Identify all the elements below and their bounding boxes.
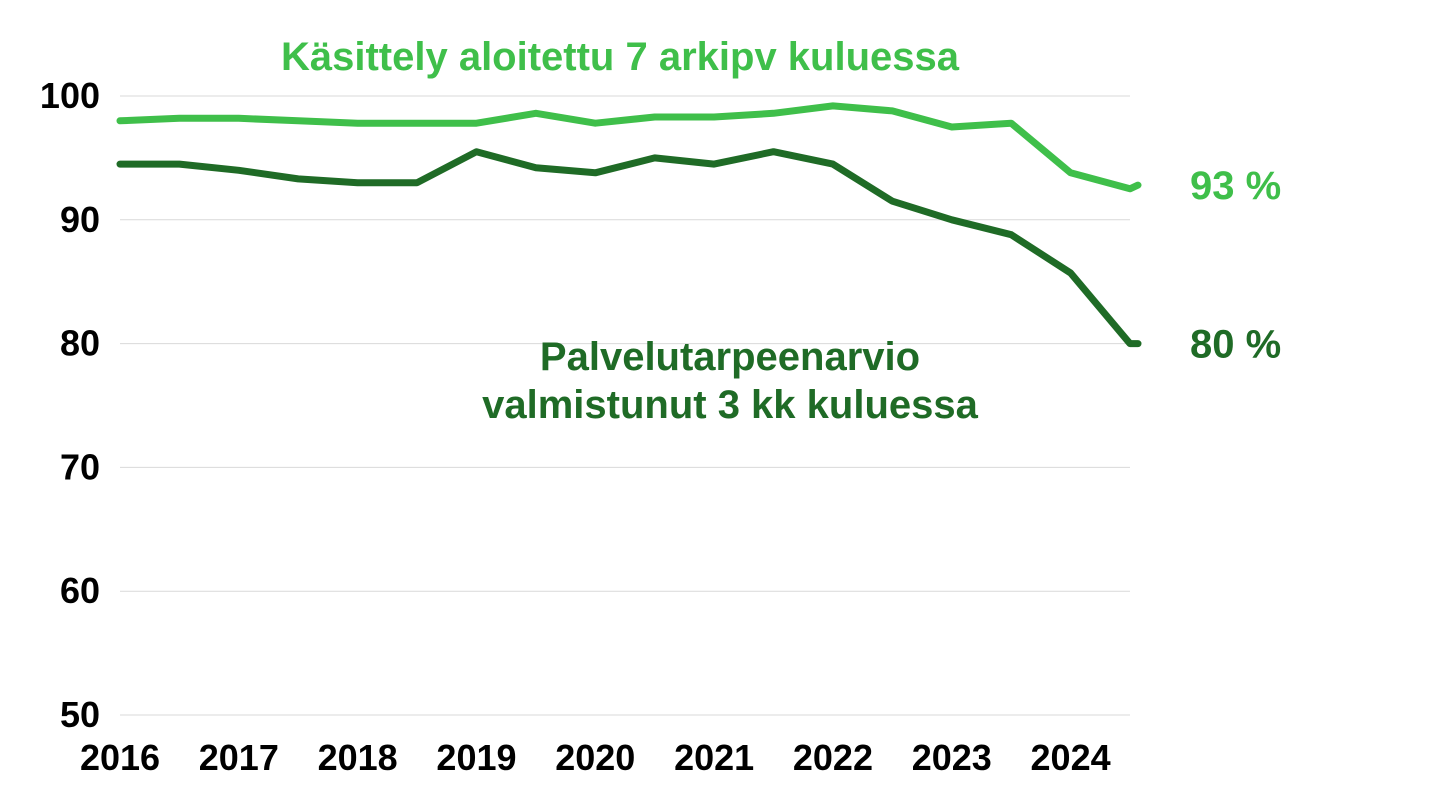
x-tick-label: 2017 (199, 737, 279, 778)
x-tick-label: 2021 (674, 737, 754, 778)
end-label-bottom: 80 % (1190, 323, 1281, 367)
line-chart: 50 60 70 80 90 100 2016 2017 2018 2019 2020 2021 202… (0, 0, 1437, 799)
series-title-bottom-line1: Palvelutarpeenarvio (540, 335, 920, 379)
x-tick-label: 2019 (436, 737, 516, 778)
y-tick-label: 90 (60, 199, 100, 240)
x-tick-label: 2022 (793, 737, 873, 778)
y-tick-label: 70 (60, 446, 100, 487)
chart-canvas: 50 60 70 80 90 100 2016 2017 2018 2019 2020 2021 202… (0, 0, 1437, 799)
x-tick-label: 2023 (912, 737, 992, 778)
x-tick-label: 2024 (1031, 737, 1111, 778)
series-title-top: Käsittely aloitettu 7 arkipv kuluessa (281, 35, 960, 79)
y-tick-label: 50 (60, 694, 100, 735)
series-title-bottom-line2: valmistunut 3 kk kuluessa (482, 383, 979, 427)
y-tick-label: 80 (60, 323, 100, 364)
x-tick-label: 2016 (80, 737, 160, 778)
y-tick-label: 100 (40, 75, 100, 116)
x-tick-label: 2020 (555, 737, 635, 778)
y-tick-label: 60 (60, 570, 100, 611)
end-label-top: 93 % (1190, 164, 1281, 208)
x-tick-label: 2018 (318, 737, 398, 778)
